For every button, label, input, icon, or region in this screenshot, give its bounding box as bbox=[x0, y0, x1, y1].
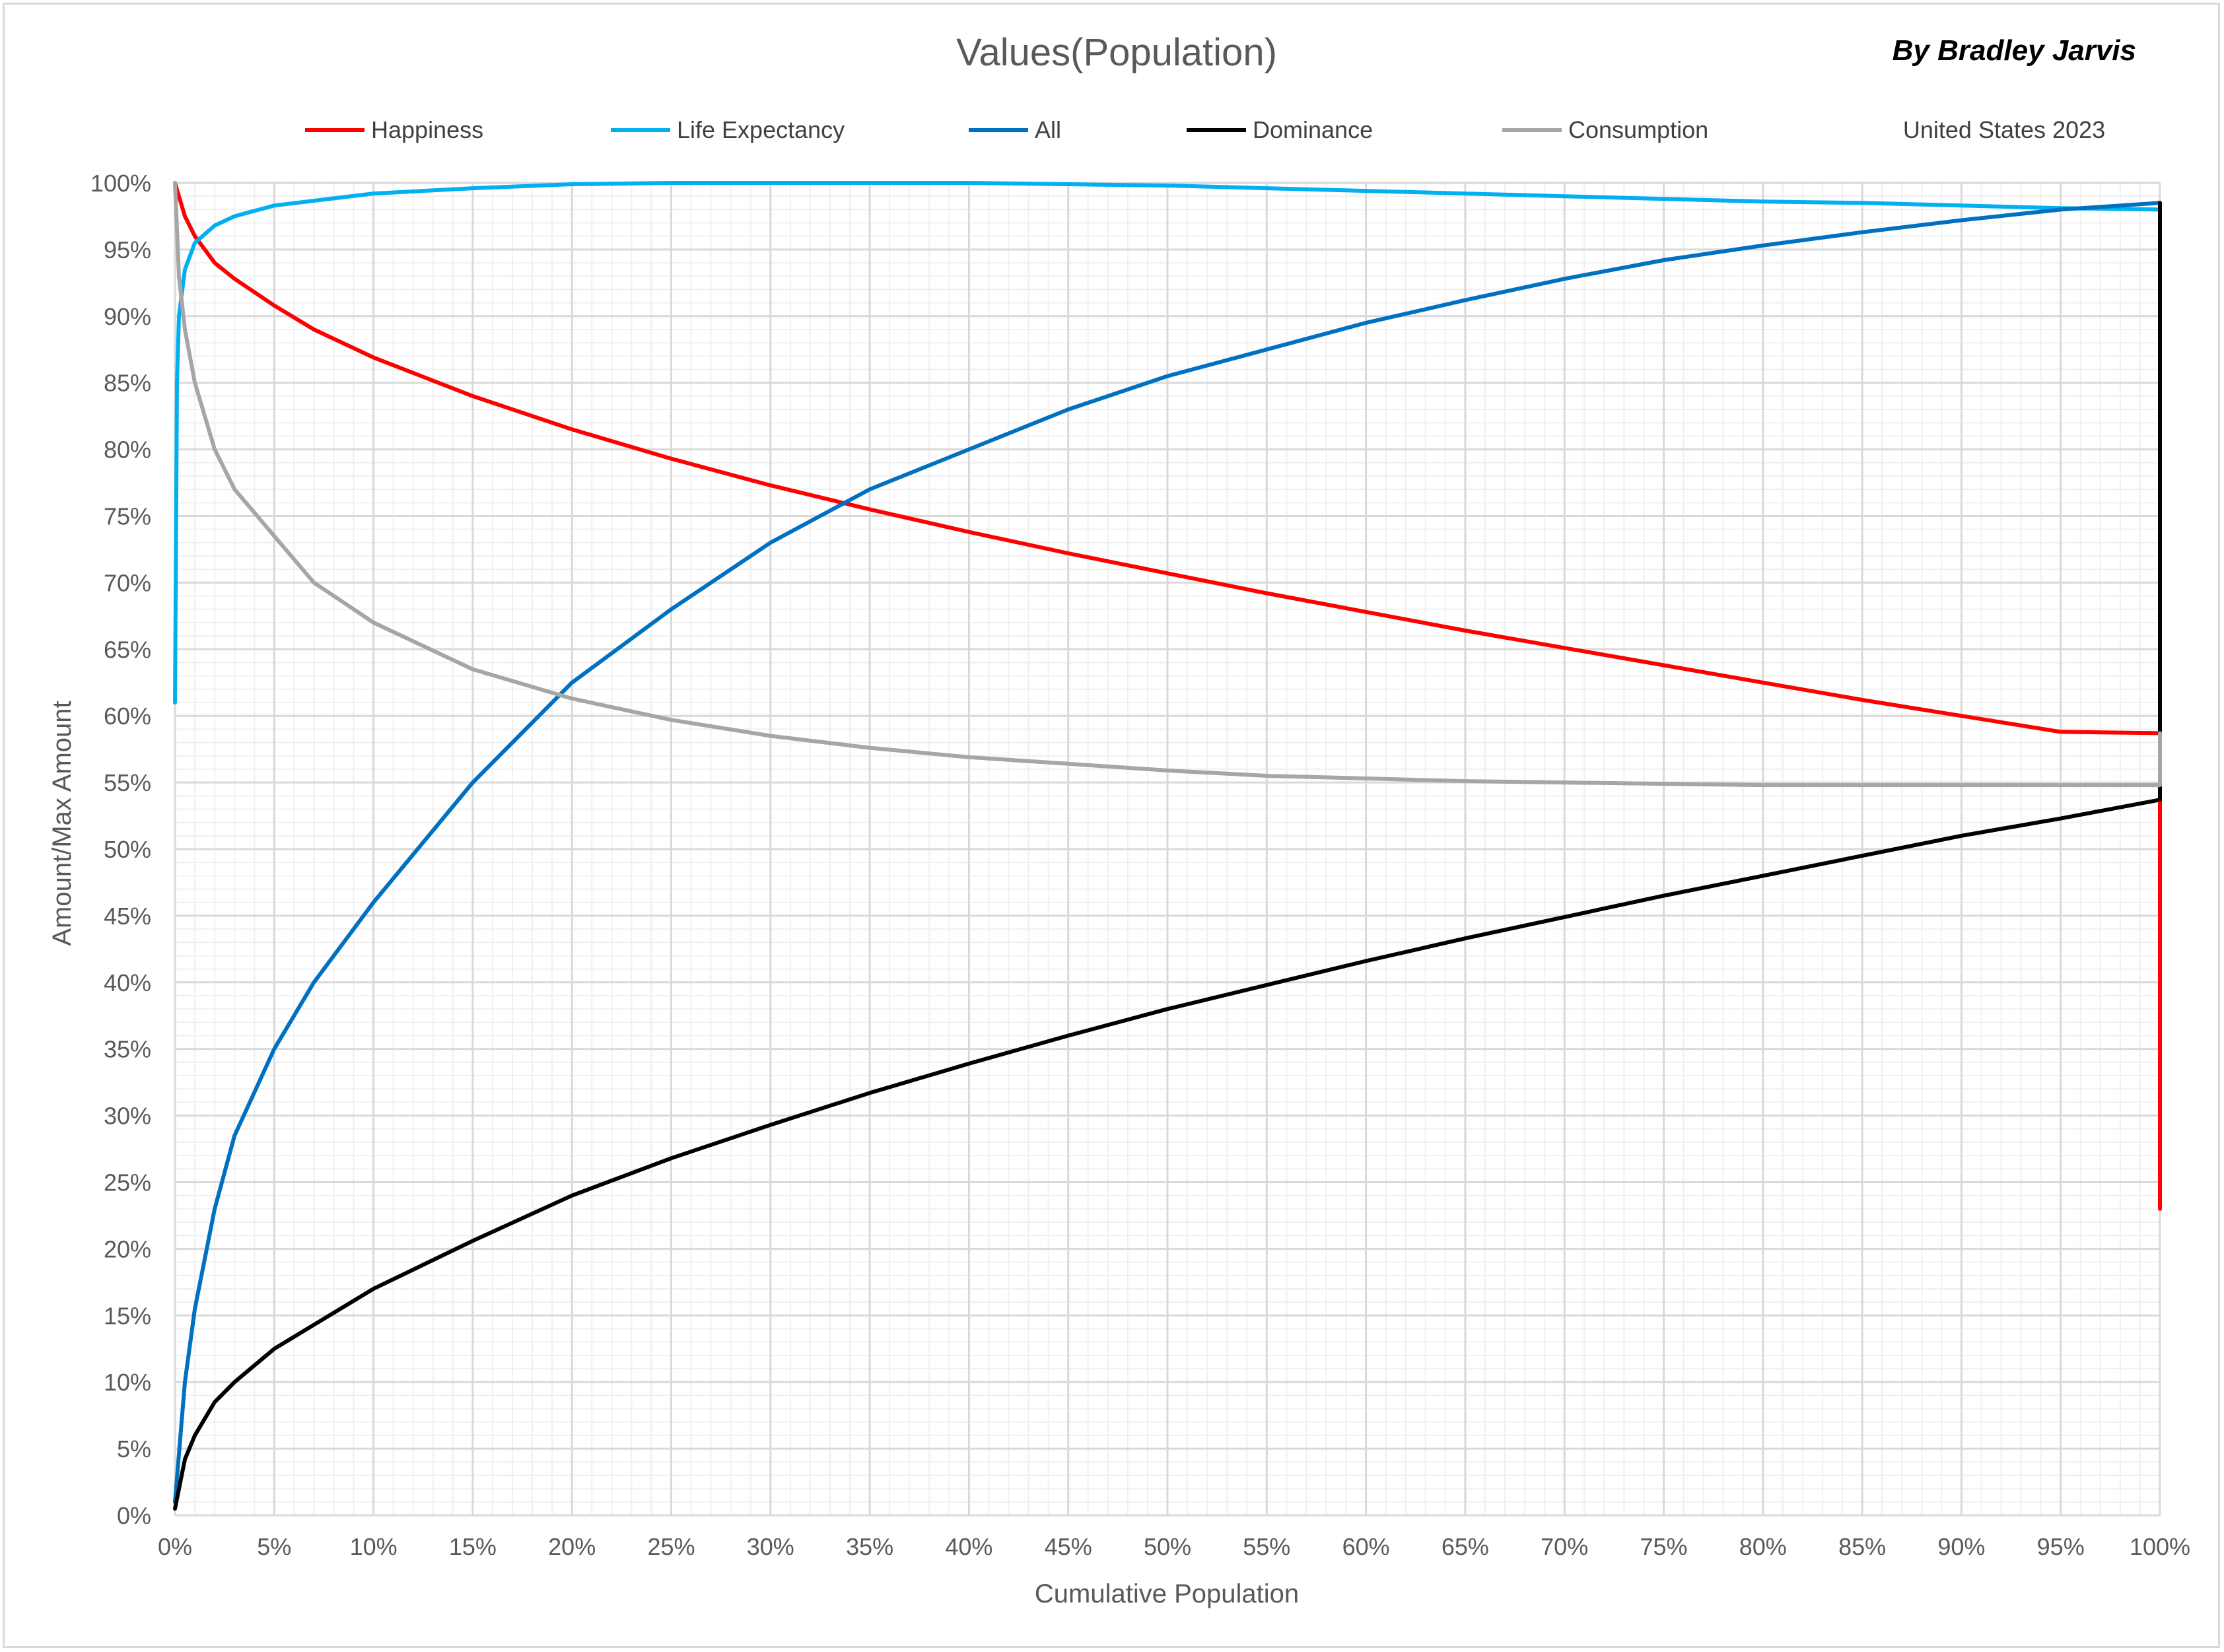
x-tick-label: 20% bbox=[548, 1533, 596, 1560]
y-tick-label: 5% bbox=[117, 1435, 151, 1463]
x-tick-label: 60% bbox=[1342, 1533, 1390, 1560]
x-tick-label: 90% bbox=[1937, 1533, 1985, 1560]
legend-label-life-expectancy: Life Expectancy bbox=[677, 116, 845, 143]
x-tick-label: 85% bbox=[1838, 1533, 1886, 1560]
x-axis-ticks: 0% 5% 10% 15% 20% 25% 30% 35% 40% 45% 50% 55% 60% 65%… bbox=[158, 1533, 2190, 1560]
x-tick-label: 70% bbox=[1541, 1533, 1588, 1560]
chart-title: Values(Population) bbox=[956, 31, 1277, 74]
x-axis-title: Cumulative Population bbox=[1035, 1579, 1299, 1608]
y-tick-label: 75% bbox=[104, 503, 151, 530]
x-tick-label: 50% bbox=[1144, 1533, 1191, 1560]
y-tick-label: 15% bbox=[104, 1302, 151, 1329]
legend-label-all: All bbox=[1035, 116, 1061, 143]
x-tick-label: 40% bbox=[945, 1533, 992, 1560]
y-tick-label: 70% bbox=[104, 569, 151, 596]
y-axis-ticks: 0% 5% 10% 15% 20% 25% 30% 35% 40% 45% 50% 55% 60% 65%… bbox=[90, 170, 151, 1529]
series-line-consumption bbox=[173, 181, 2162, 788]
y-tick-label: 65% bbox=[104, 636, 151, 663]
legend-label-happiness: Happiness bbox=[371, 116, 483, 143]
x-tick-label: 30% bbox=[747, 1533, 794, 1560]
chart-author: By Bradley Jarvis bbox=[1893, 34, 2136, 67]
x-tick-label: 95% bbox=[2037, 1533, 2085, 1560]
y-tick-label: 95% bbox=[104, 236, 151, 263]
x-tick-label: 75% bbox=[1640, 1533, 1687, 1560]
series-line-all bbox=[173, 201, 2162, 1504]
x-tick-label: 5% bbox=[257, 1533, 291, 1560]
legend: Happiness Life Expectancy All Dominance Cons… bbox=[305, 116, 1708, 143]
legend-label-dominance: Dominance bbox=[1253, 116, 1373, 143]
y-tick-label: 30% bbox=[104, 1103, 151, 1130]
chart-frame: Values(Population) By Bradley Jarvis Hap… bbox=[3, 3, 2220, 1648]
y-tick-label: 35% bbox=[104, 1036, 151, 1063]
y-tick-label: 90% bbox=[104, 303, 151, 330]
y-tick-label: 25% bbox=[104, 1169, 151, 1196]
y-axis-title: Amount/Max Amount bbox=[48, 701, 77, 946]
x-tick-label: 10% bbox=[350, 1533, 398, 1560]
series-line-life-expectancy bbox=[173, 181, 2162, 705]
x-tick-label: 100% bbox=[2130, 1533, 2190, 1560]
chart-svg: Values(Population) By Bradley Jarvis Hap… bbox=[48, 31, 2190, 1608]
legend-note: United States 2023 bbox=[1903, 116, 2105, 143]
x-tick-label: 15% bbox=[449, 1533, 497, 1560]
y-tick-label: 80% bbox=[104, 436, 151, 464]
x-tick-label: 45% bbox=[1045, 1533, 1092, 1560]
series-line-dominance bbox=[173, 201, 2162, 1511]
y-tick-label: 0% bbox=[117, 1502, 151, 1529]
series-line-happiness bbox=[173, 181, 2162, 1211]
y-tick-label: 55% bbox=[104, 769, 151, 796]
x-tick-label: 0% bbox=[158, 1533, 192, 1560]
x-tick-label: 25% bbox=[647, 1533, 695, 1560]
y-tick-label: 40% bbox=[104, 969, 151, 996]
x-tick-label: 35% bbox=[846, 1533, 893, 1560]
x-tick-label: 65% bbox=[1442, 1533, 1489, 1560]
y-tick-label: 60% bbox=[104, 703, 151, 730]
x-tick-label: 55% bbox=[1243, 1533, 1290, 1560]
legend-label-consumption: Consumption bbox=[1568, 116, 1708, 143]
y-tick-label: 50% bbox=[104, 836, 151, 863]
x-tick-label: 80% bbox=[1739, 1533, 1787, 1560]
series-layer bbox=[173, 181, 2162, 1511]
y-tick-label: 45% bbox=[104, 903, 151, 930]
y-tick-label: 85% bbox=[104, 370, 151, 397]
y-tick-label: 100% bbox=[90, 170, 151, 197]
y-tick-label: 20% bbox=[104, 1235, 151, 1262]
major-gridlines bbox=[174, 182, 2161, 1517]
y-tick-label: 10% bbox=[104, 1369, 151, 1396]
